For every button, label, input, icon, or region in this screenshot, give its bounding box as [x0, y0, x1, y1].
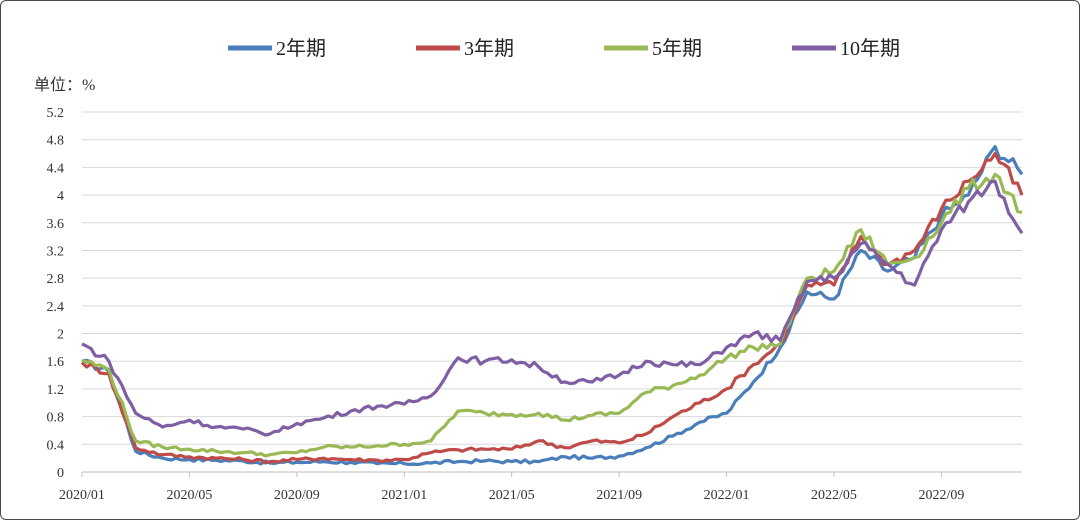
y-tick-label: 1.2 — [47, 383, 65, 398]
x-tick-label: 2022/05 — [811, 488, 857, 503]
series-line-3 — [81, 172, 1023, 458]
y-tick-label: 3.2 — [47, 244, 65, 259]
y-axis: 0 0.4 0.8 1.2 1.6 2 2.4 2.8 3.2 3.6 4 4.4 4.8 5.2 — [47, 106, 65, 481]
series-lines — [80, 145, 1024, 467]
x-tick-label: 2020/05 — [166, 488, 212, 503]
x-tick-label: 2021/01 — [381, 488, 427, 503]
legend-label: 3年期 — [464, 37, 514, 60]
y-tick-label: 0 — [57, 466, 64, 481]
legend: 2年期 3年期 5年期 10年期 — [228, 37, 900, 60]
y-tick-label: 3.6 — [47, 217, 65, 232]
legend-label: 2年期 — [276, 37, 326, 60]
y-tick-label: 2.8 — [47, 272, 65, 287]
series-line-1 — [81, 145, 1024, 467]
y-tick-label: 0.4 — [47, 438, 65, 453]
x-tick-label: 2020/01 — [59, 488, 105, 503]
y-tick-label: 4 — [57, 189, 64, 204]
grid-lines — [82, 111, 1022, 445]
x-axis: 2020/01 2020/05 2020/09 2021/01 2021/05 2021/… — [59, 471, 1022, 503]
legend-label: 5年期 — [652, 37, 702, 60]
x-tick-label: 2022/09 — [918, 488, 964, 503]
legend-label: 10年期 — [840, 37, 900, 60]
x-tick-label: 2020/09 — [274, 488, 320, 503]
series-line-4 — [81, 179, 1024, 437]
unit-label: 单位：% — [34, 76, 95, 94]
y-tick-label: 2 — [57, 328, 64, 343]
y-tick-label: 5.2 — [47, 106, 65, 121]
y-tick-label: 2.4 — [47, 300, 65, 315]
y-tick-label: 4.4 — [47, 161, 65, 176]
y-tick-label: 1.6 — [47, 355, 65, 370]
x-tick-label: 2021/05 — [489, 488, 535, 503]
x-tick-label: 2022/01 — [704, 488, 750, 503]
y-tick-label: 4.8 — [47, 134, 65, 149]
x-tick-label: 2021/09 — [596, 488, 642, 503]
y-tick-label: 0.8 — [47, 411, 65, 426]
